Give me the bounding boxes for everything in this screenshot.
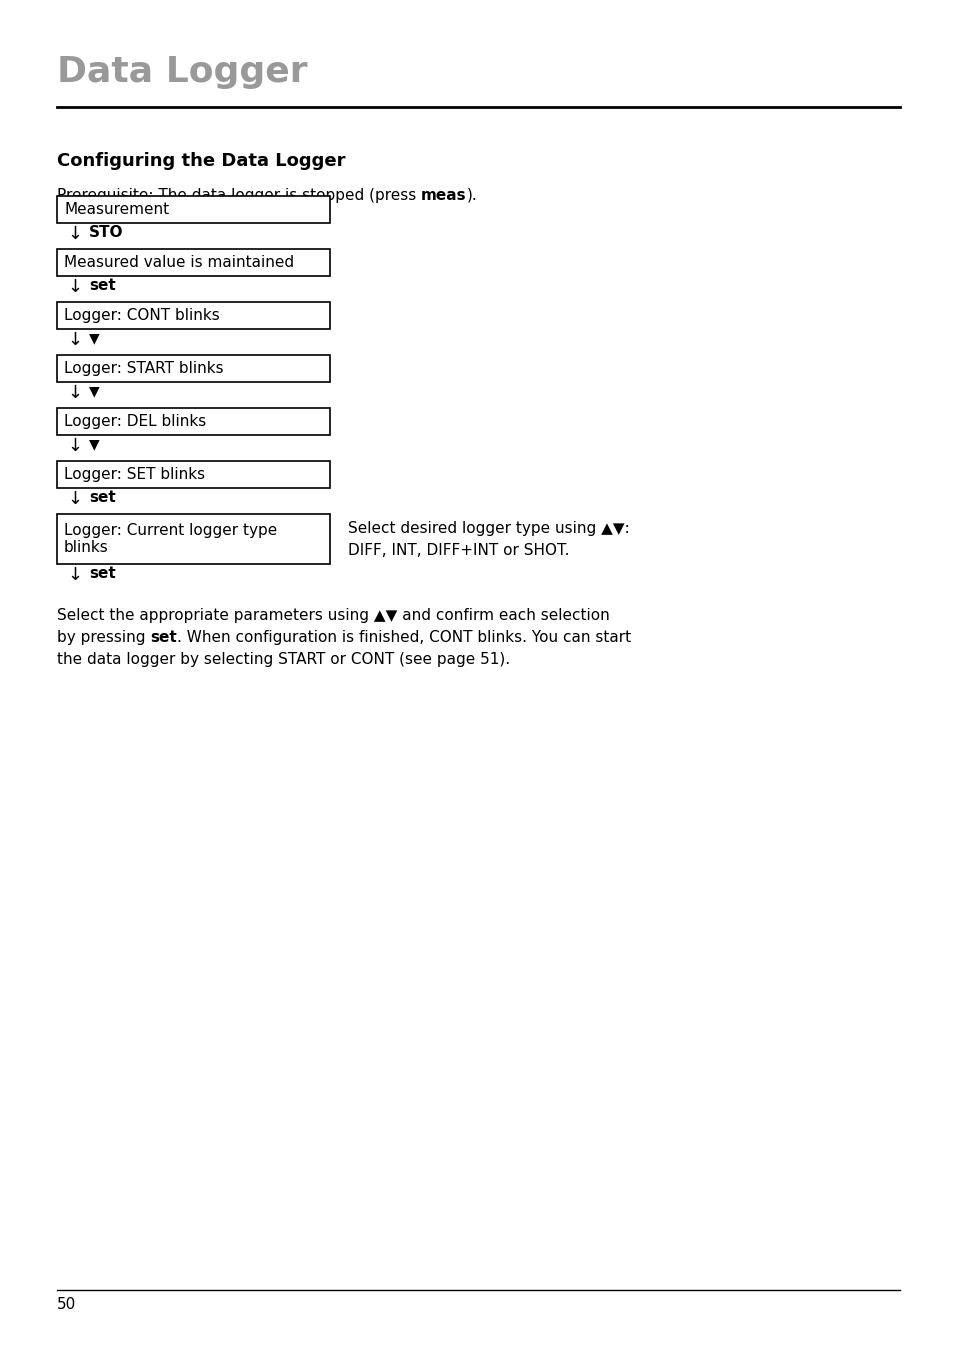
Text: set: set: [89, 566, 115, 580]
Bar: [57, 460, 330, 487]
Text: Logger: CONT blinks: Logger: CONT blinks: [64, 308, 219, 323]
Text: Measured value is maintained: Measured value is maintained: [64, 255, 294, 270]
Text: ▼: ▼: [89, 331, 99, 346]
Text: blinks: blinks: [64, 540, 109, 555]
Text: ▼: ▼: [89, 437, 99, 451]
Text: ▼: ▼: [89, 383, 99, 398]
Text: Logger: SET blinks: Logger: SET blinks: [64, 467, 205, 482]
Text: by pressing: by pressing: [57, 630, 151, 645]
Text: DIFF, INT, DIFF+INT or SHOT.: DIFF, INT, DIFF+INT or SHOT.: [348, 543, 569, 558]
Text: Logger: DEL blinks: Logger: DEL blinks: [64, 414, 206, 429]
Text: Select the appropriate parameters using ▲▼ and confirm each selection: Select the appropriate parameters using …: [57, 608, 609, 622]
Text: . When configuration is finished, CONT blinks. You can start: . When configuration is finished, CONT b…: [177, 630, 631, 645]
Bar: [57, 355, 330, 382]
Text: ↓: ↓: [67, 383, 82, 402]
Text: ↓: ↓: [67, 490, 82, 508]
Bar: [57, 302, 330, 329]
Text: Select desired logger type using ▲▼:: Select desired logger type using ▲▼:: [348, 521, 629, 536]
Text: Logger: Current logger type: Logger: Current logger type: [64, 524, 277, 539]
Text: ↓: ↓: [67, 331, 82, 350]
Text: ↓: ↓: [67, 437, 82, 455]
Text: STO: STO: [89, 225, 123, 240]
Bar: [57, 248, 330, 275]
Text: meas: meas: [420, 188, 466, 202]
Text: ↓: ↓: [67, 278, 82, 296]
Text: ↓: ↓: [67, 225, 82, 243]
Text: Prerequisite: The data logger is stopped (press: Prerequisite: The data logger is stopped…: [57, 188, 420, 202]
Text: Measurement: Measurement: [64, 202, 169, 217]
Text: set: set: [89, 278, 115, 293]
Text: Data Logger: Data Logger: [57, 55, 307, 89]
Text: set: set: [89, 490, 115, 505]
Text: Logger: START blinks: Logger: START blinks: [64, 360, 223, 377]
Text: ).: ).: [466, 188, 477, 202]
Bar: [57, 196, 330, 223]
Text: 50: 50: [57, 1297, 76, 1312]
Bar: [57, 514, 330, 564]
Bar: [57, 408, 330, 435]
Text: ↓: ↓: [67, 566, 82, 585]
Text: set: set: [151, 630, 177, 645]
Text: Configuring the Data Logger: Configuring the Data Logger: [57, 153, 345, 170]
Text: the data logger by selecting START or CONT (see page 51).: the data logger by selecting START or CO…: [57, 652, 510, 667]
